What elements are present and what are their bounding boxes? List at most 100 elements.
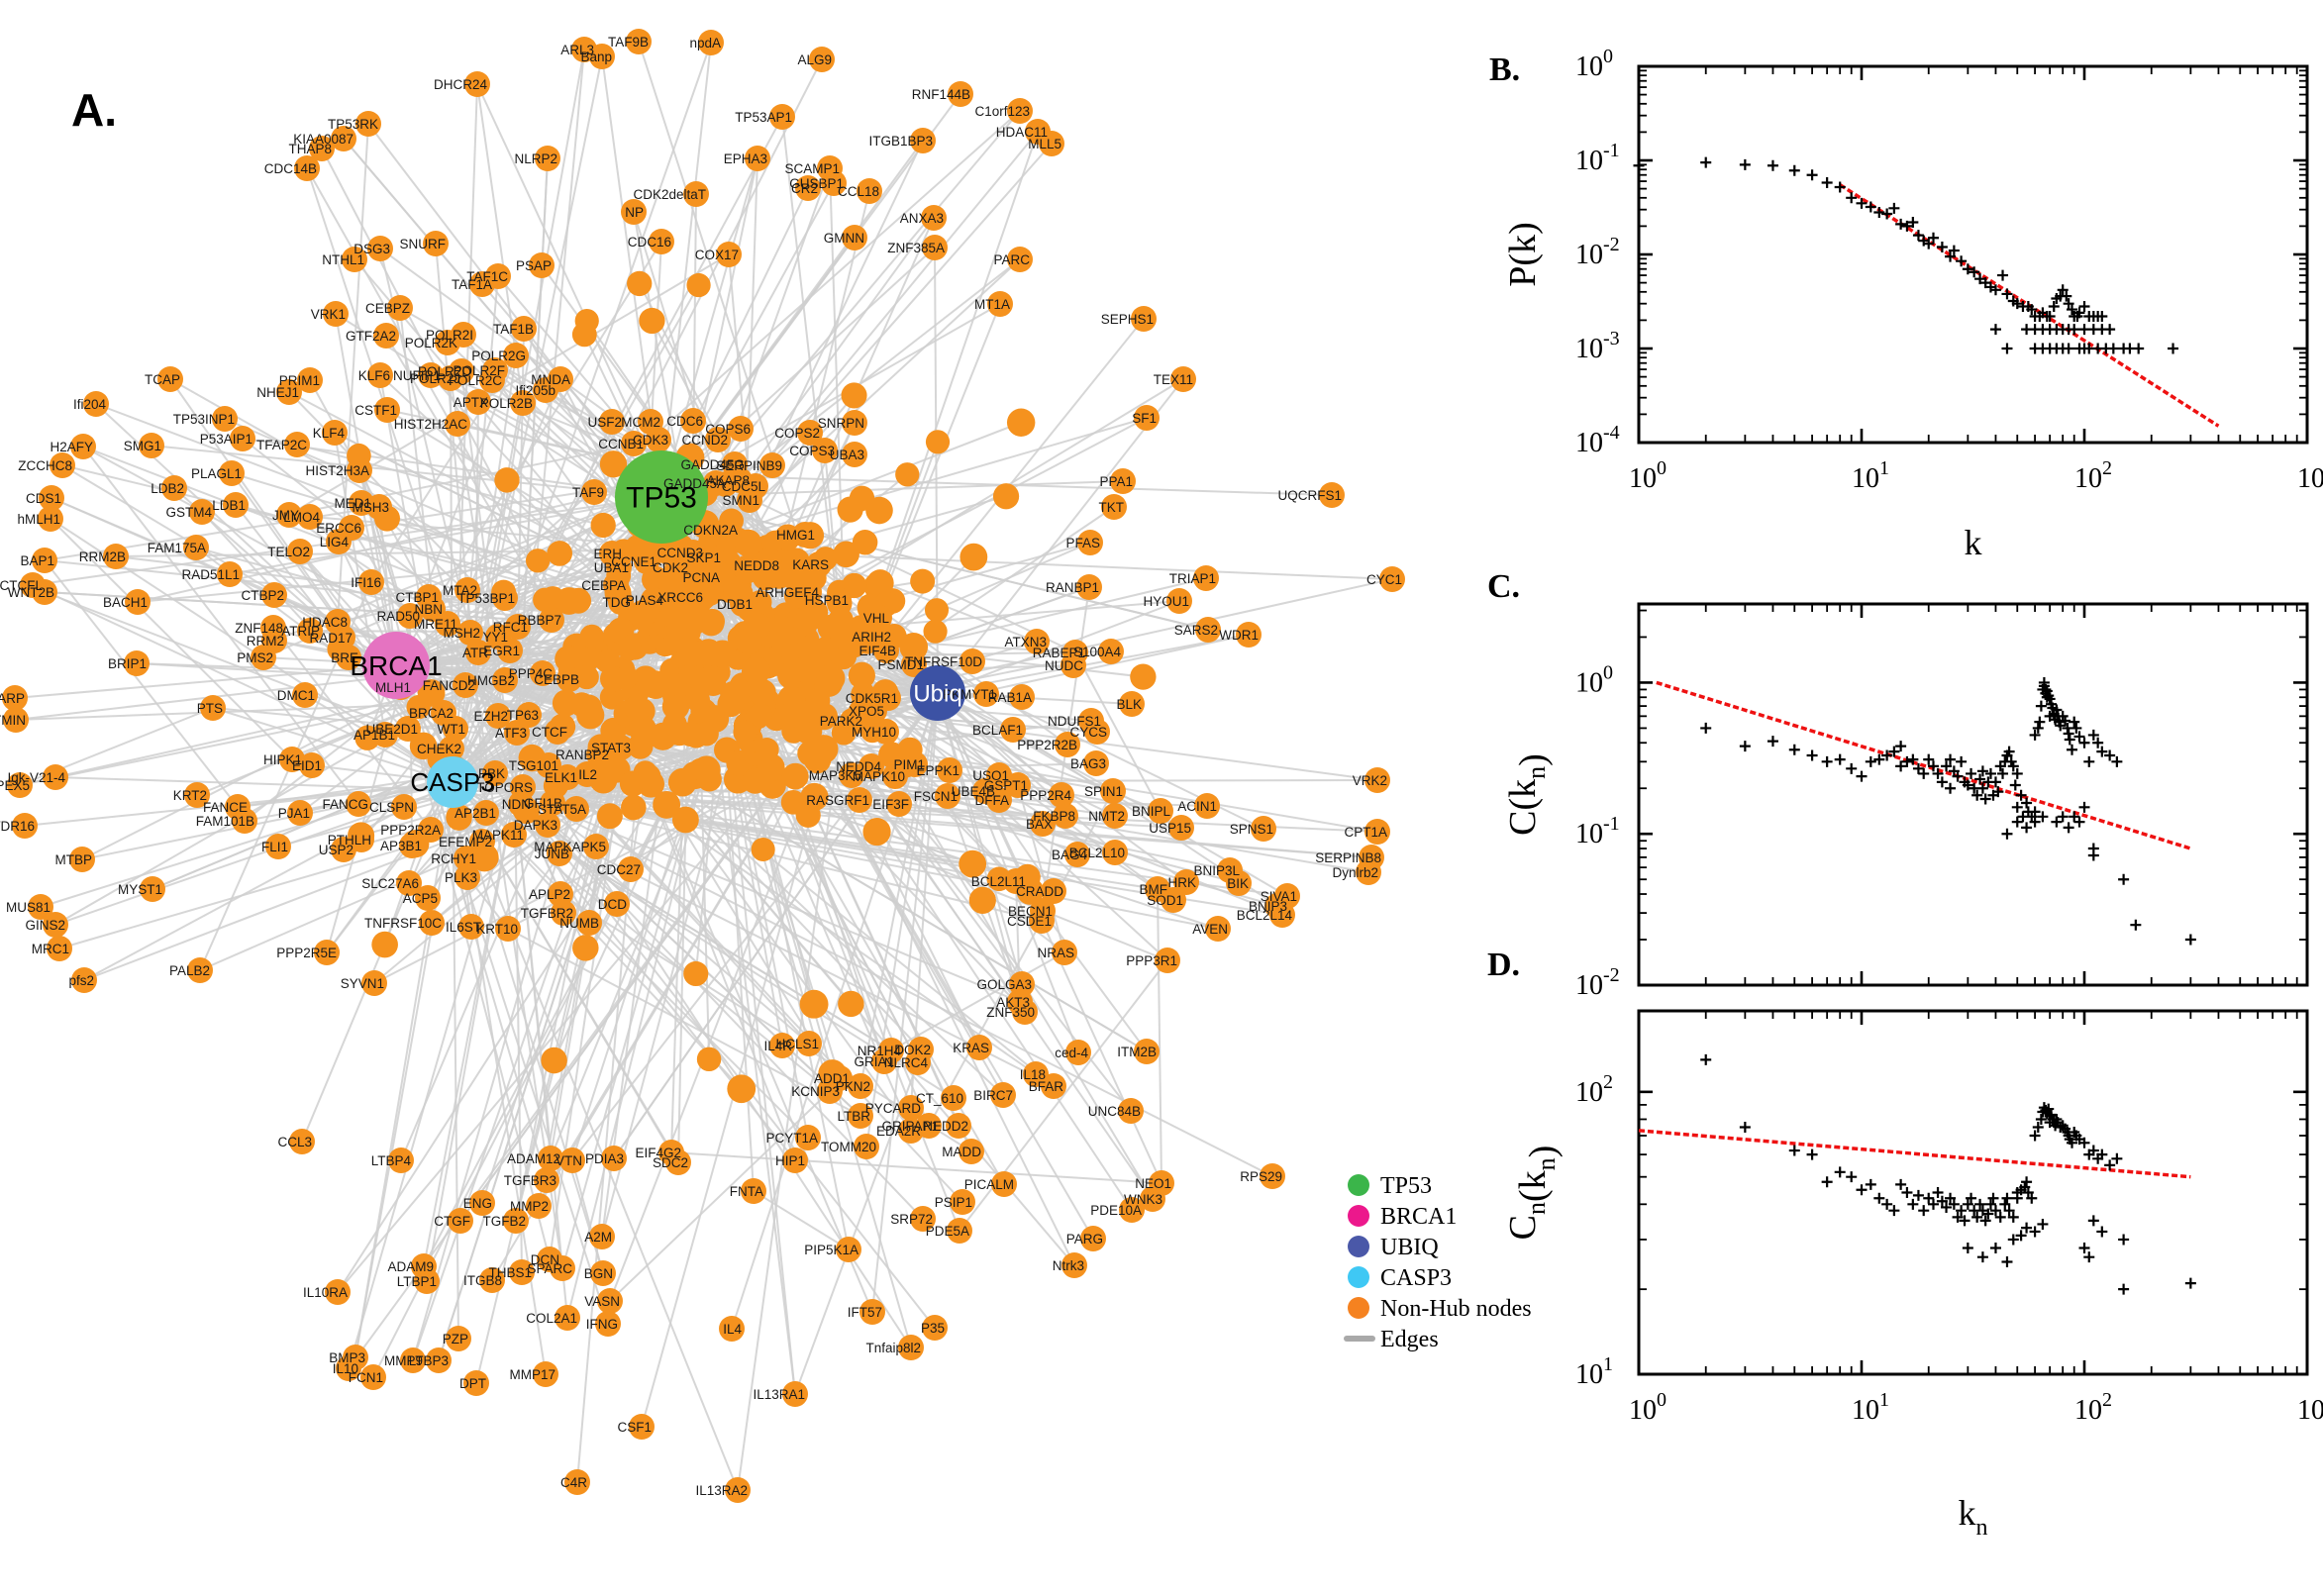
network-node (618, 856, 644, 882)
network-node (1140, 1186, 1165, 1212)
panel-c-label: C. (1487, 568, 1521, 605)
network-node (1065, 1040, 1091, 1065)
network-node-label: MYST1 (118, 882, 162, 897)
network-node-label: DFFA (974, 793, 1009, 808)
network-node-label: NHEJ1 (256, 385, 299, 400)
network-node-label: TAF1C (466, 269, 508, 284)
network-node (921, 205, 947, 231)
network-node-label: NEDD8 (734, 558, 779, 573)
network-node-label: CR2 (791, 181, 818, 196)
network-node (800, 782, 829, 812)
y-tick-label: 10-4 (1575, 422, 1620, 458)
network-node (960, 543, 988, 571)
network-node (1101, 494, 1127, 520)
network-node (842, 442, 867, 467)
network-node-label: TCAP (145, 372, 180, 387)
network-node-label: PDE5A (926, 1224, 969, 1239)
network-node (289, 1129, 315, 1154)
network-node (400, 1347, 426, 1373)
network-node-label: CDC6 (666, 414, 703, 429)
network-node (596, 803, 623, 830)
network-node (510, 390, 536, 416)
network-node-label: CTBP2 (241, 588, 284, 603)
network-node (551, 900, 576, 926)
network-node (1039, 131, 1064, 156)
network-node-label: NUDC (1045, 658, 1083, 673)
network-node-label: CHEK2 (417, 742, 461, 756)
network-node-label: BLK (1116, 697, 1142, 712)
y-tick-label: 100 (1575, 661, 1613, 698)
network-node-label: YY1 (482, 630, 508, 645)
network-node (782, 1147, 808, 1173)
network-node-label: CTGF (434, 1214, 470, 1229)
network-node-label: DMC1 (277, 688, 315, 703)
network-node-label: PPP2R2B (1017, 738, 1077, 752)
network-node (232, 808, 257, 834)
network-node-label: MSH3 (352, 500, 389, 515)
network-node-label: ZNF385A (887, 241, 945, 255)
network-node-label: PYCARD (865, 1101, 922, 1116)
hub-node-label: TP53 (626, 482, 697, 515)
network-node (563, 796, 589, 822)
network-node-label: NLRC4 (884, 1055, 929, 1070)
network-node-label: NLRP2 (514, 151, 557, 166)
network-node (689, 667, 716, 694)
network-node (540, 790, 565, 816)
network-node-label: PARG (1066, 1232, 1103, 1247)
plot-tick-labels: 100 101 102 103 100 10-1 10-2 10-3 10-4 (1575, 46, 2323, 494)
network-node (538, 1146, 563, 1171)
network-node (1236, 622, 1262, 648)
network-node (3, 707, 29, 733)
network-node-label: KIAA0087 (293, 132, 354, 147)
network-node-label: AP3B1 (380, 839, 422, 853)
network-node (621, 794, 647, 821)
panel-d-label: D. (1487, 947, 1521, 983)
network-node-label: KLF6 (358, 368, 390, 383)
network-node-label: XRCC6 (657, 590, 703, 605)
network-node-label: GOLGA3 (976, 977, 1032, 992)
network-node-label: EIF3F (872, 797, 909, 812)
network-node (367, 362, 393, 388)
network-node (781, 762, 809, 790)
network-node (1161, 887, 1186, 913)
network-node-label: SF1 (1132, 411, 1157, 426)
network-node-label: GRIPAP1 (881, 1119, 939, 1134)
network-node (360, 1364, 386, 1390)
network-node (1006, 408, 1036, 437)
network-node-label: Ntrk3 (1053, 1258, 1084, 1273)
network-node (395, 716, 421, 742)
hub-node-label: BRCA1 (350, 650, 442, 681)
network-node (987, 291, 1013, 317)
network-node (1076, 574, 1102, 600)
network-node (935, 783, 960, 809)
network-node (886, 791, 912, 817)
network-node (125, 589, 151, 615)
network-node (503, 1208, 529, 1234)
network-node (686, 272, 711, 298)
network-node-label: MMP17 (509, 1367, 556, 1382)
plot-panel-b: 100 101 102 103 100 10-1 10-2 10-3 10-4 k P(k) (1502, 46, 2323, 562)
network-node-label: C1orf123 (974, 104, 1030, 119)
network-node (495, 916, 521, 942)
network-node (1134, 1039, 1160, 1064)
network-node-label: BIK (1227, 876, 1249, 891)
network-node (882, 763, 908, 789)
network-node-label: CDS1 (26, 491, 61, 506)
network-node (1064, 842, 1090, 867)
network-node (39, 485, 64, 511)
network-node-label: BCL2L11 (971, 874, 1026, 889)
network-node-label: TGFB2 (482, 1214, 526, 1229)
network-node-label: MLH1 (375, 680, 411, 695)
network-node-label: TSG101 (509, 758, 558, 773)
network-node (795, 1125, 821, 1150)
network-node (426, 1347, 452, 1373)
network-node (1134, 405, 1160, 431)
network-node (388, 1147, 414, 1173)
network-node-label: MADD (942, 1145, 981, 1159)
network-node-label: HDAC11 (996, 125, 1048, 140)
network-node-label: ANXA3 (900, 211, 944, 226)
network-node-label: PIP5K1A (804, 1243, 858, 1257)
hub-node-brca1 (362, 632, 430, 699)
network-node (446, 804, 472, 831)
network-node-label: ADD1 (814, 1071, 850, 1086)
